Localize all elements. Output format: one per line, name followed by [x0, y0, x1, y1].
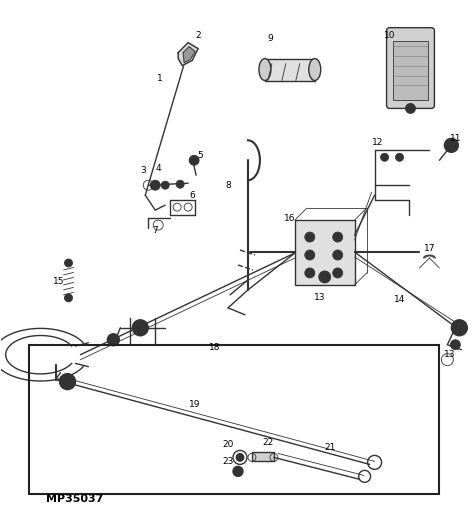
- Text: 7: 7: [152, 226, 158, 235]
- Polygon shape: [183, 47, 195, 62]
- Text: 13: 13: [314, 294, 326, 302]
- Circle shape: [64, 259, 73, 267]
- Bar: [390, 30, 431, 105]
- Circle shape: [305, 250, 315, 260]
- Circle shape: [64, 378, 72, 386]
- Polygon shape: [178, 43, 198, 65]
- Ellipse shape: [309, 59, 321, 81]
- Circle shape: [236, 453, 244, 461]
- Text: 12: 12: [372, 138, 383, 147]
- Circle shape: [161, 181, 169, 189]
- Circle shape: [395, 153, 403, 161]
- Circle shape: [305, 232, 315, 242]
- Text: 3: 3: [140, 166, 146, 175]
- Text: 16: 16: [284, 213, 296, 223]
- Text: 13: 13: [444, 350, 455, 359]
- Circle shape: [319, 271, 331, 283]
- Text: 14: 14: [394, 296, 405, 304]
- Text: 9: 9: [267, 34, 273, 43]
- Text: 23: 23: [222, 457, 234, 466]
- Text: 5: 5: [197, 151, 203, 160]
- Circle shape: [233, 466, 243, 477]
- Bar: [265, 59, 315, 81]
- Ellipse shape: [259, 59, 271, 81]
- Circle shape: [333, 232, 343, 242]
- Circle shape: [150, 180, 160, 190]
- Circle shape: [108, 334, 119, 346]
- Text: 19: 19: [190, 400, 201, 409]
- Circle shape: [189, 155, 199, 165]
- Text: 10: 10: [384, 31, 395, 40]
- Circle shape: [405, 103, 416, 114]
- Circle shape: [333, 250, 343, 260]
- Text: 22: 22: [262, 438, 273, 447]
- Bar: [252, 452, 274, 461]
- Circle shape: [451, 320, 467, 336]
- Circle shape: [64, 294, 73, 302]
- Bar: [392, 41, 428, 100]
- Text: 17: 17: [424, 243, 435, 252]
- Circle shape: [456, 324, 463, 332]
- Circle shape: [305, 268, 315, 278]
- Circle shape: [60, 374, 75, 389]
- Text: 2: 2: [195, 31, 201, 40]
- Text: 8: 8: [225, 180, 231, 190]
- Text: 6: 6: [189, 191, 195, 200]
- Text: 20: 20: [222, 440, 234, 449]
- Text: 11: 11: [450, 134, 461, 143]
- Text: 21: 21: [324, 443, 336, 452]
- FancyBboxPatch shape: [387, 28, 434, 108]
- Circle shape: [176, 180, 184, 188]
- Bar: [28, 345, 439, 494]
- Circle shape: [132, 320, 148, 336]
- Text: MP35037: MP35037: [46, 494, 103, 504]
- Circle shape: [445, 138, 458, 152]
- Text: 1: 1: [157, 74, 163, 83]
- Circle shape: [381, 153, 389, 161]
- Circle shape: [137, 324, 144, 332]
- Text: 18: 18: [210, 343, 221, 352]
- Circle shape: [333, 268, 343, 278]
- Bar: [295, 220, 355, 285]
- Text: 4: 4: [155, 164, 161, 173]
- Text: 15: 15: [53, 277, 64, 286]
- Circle shape: [450, 340, 460, 350]
